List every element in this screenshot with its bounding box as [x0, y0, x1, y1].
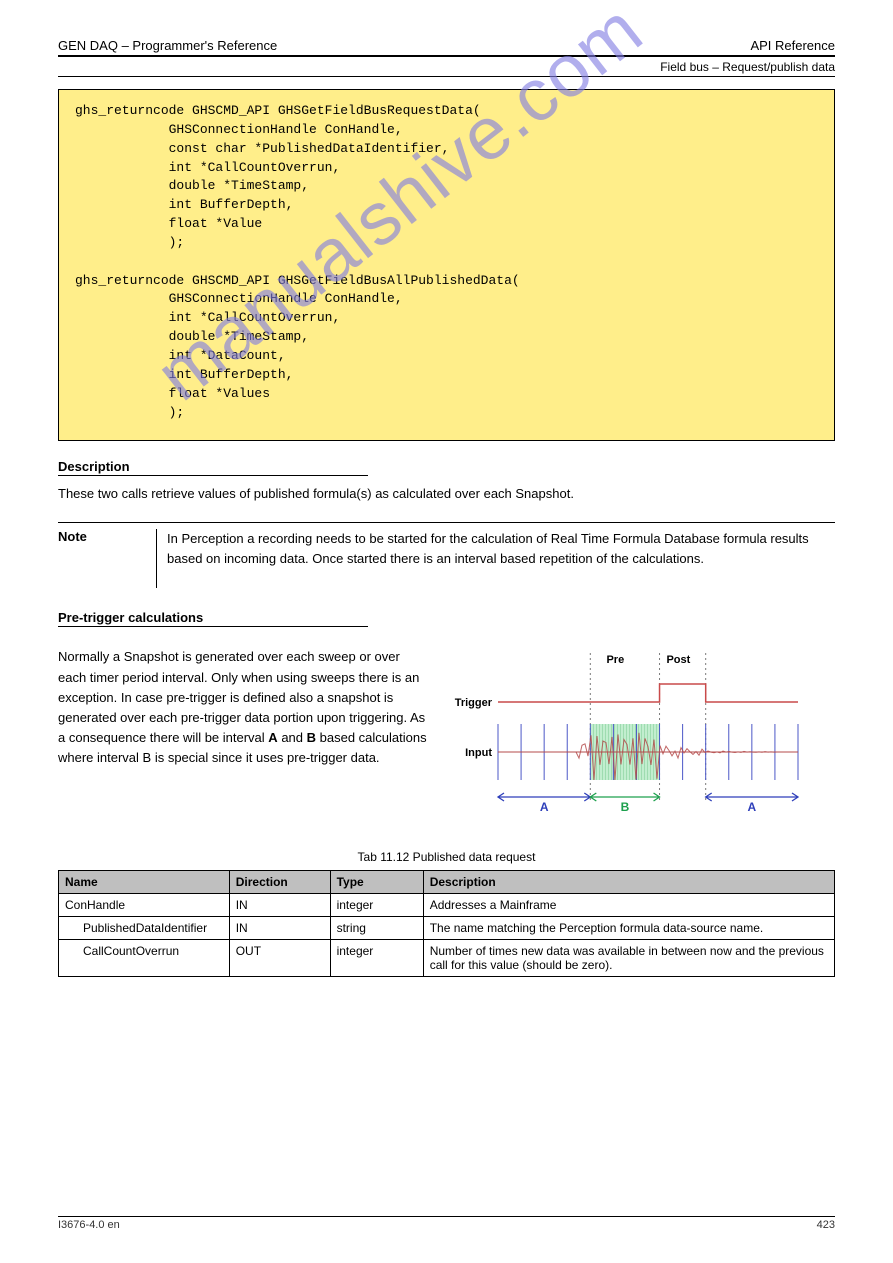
svg-text:A: A: [540, 800, 549, 814]
footer: I3676-4.0 en 423: [58, 1216, 835, 1231]
code-listing: ghs_returncode GHSCMD_API GHSGetFieldBus…: [58, 89, 835, 441]
table-cell: The name matching the Perception formula…: [423, 916, 834, 939]
footer-page: 423: [817, 1219, 835, 1231]
table-cell: PublishedDataIdentifier: [59, 916, 230, 939]
header-right: API Reference: [750, 38, 835, 53]
pretrigger-figure: Pre Post Trigger Input A B A: [438, 647, 813, 817]
pretrigger-row: Normally a Snapshot is generated over ea…: [58, 647, 835, 823]
table-header: Direction: [229, 870, 330, 893]
table-header: Description: [423, 870, 834, 893]
section-title-description: Description: [58, 459, 835, 474]
note-label: Note: [58, 529, 87, 544]
published-data-table: NameDirectionTypeDescription ConHandleIN…: [58, 870, 835, 977]
footer-left: I3676-4.0 en: [58, 1219, 120, 1231]
table-header: Name: [59, 870, 230, 893]
note-divider: [156, 529, 157, 588]
note-body: In Perception a recording needs to be st…: [167, 529, 835, 588]
table-cell: string: [330, 916, 423, 939]
svg-text:A: A: [748, 800, 757, 814]
pretrigger-text: Normally a Snapshot is generated over ea…: [58, 647, 438, 768]
table-cell: Addresses a Mainframe: [423, 893, 834, 916]
table-cell: CallCountOverrun: [59, 939, 230, 976]
svg-text:B: B: [621, 800, 630, 814]
pretrig-mid: and: [281, 730, 306, 745]
section-title-pretrigger: Pre-trigger calculations: [58, 610, 835, 625]
section-rule-2: [58, 626, 368, 627]
svg-text:Pre: Pre: [606, 654, 624, 666]
description-body: These two calls retrieve values of publi…: [58, 484, 835, 504]
svg-text:Trigger: Trigger: [455, 697, 493, 709]
header-left: GEN DAQ – Programmer's Reference: [58, 38, 277, 53]
svg-text:Post: Post: [666, 654, 690, 666]
subheader-right: Field bus – Request/publish data: [660, 60, 835, 74]
section-rule: [58, 475, 368, 476]
figure-container: Pre Post Trigger Input A B A: [438, 647, 813, 823]
table-row: CallCountOverrunOUTintegerNumber of time…: [59, 939, 835, 976]
table-caption: Tab 11.12 Published data request: [58, 850, 835, 864]
table-cell: integer: [330, 893, 423, 916]
table-header: Type: [330, 870, 423, 893]
table-row: ConHandleINintegerAddresses a Mainframe: [59, 893, 835, 916]
table-row: PublishedDataIdentifierINstringThe name …: [59, 916, 835, 939]
table-cell: IN: [229, 916, 330, 939]
table-cell: IN: [229, 893, 330, 916]
table-cell: Number of times new data was available i…: [423, 939, 834, 976]
table-cell: integer: [330, 939, 423, 976]
table-cell: ConHandle: [59, 893, 230, 916]
svg-text:Input: Input: [465, 747, 492, 759]
table-cell: OUT: [229, 939, 330, 976]
pretrig-b2: B: [307, 730, 316, 745]
pretrig-b1: A: [268, 730, 277, 745]
note-block: Note In Perception a recording needs to …: [58, 522, 835, 588]
